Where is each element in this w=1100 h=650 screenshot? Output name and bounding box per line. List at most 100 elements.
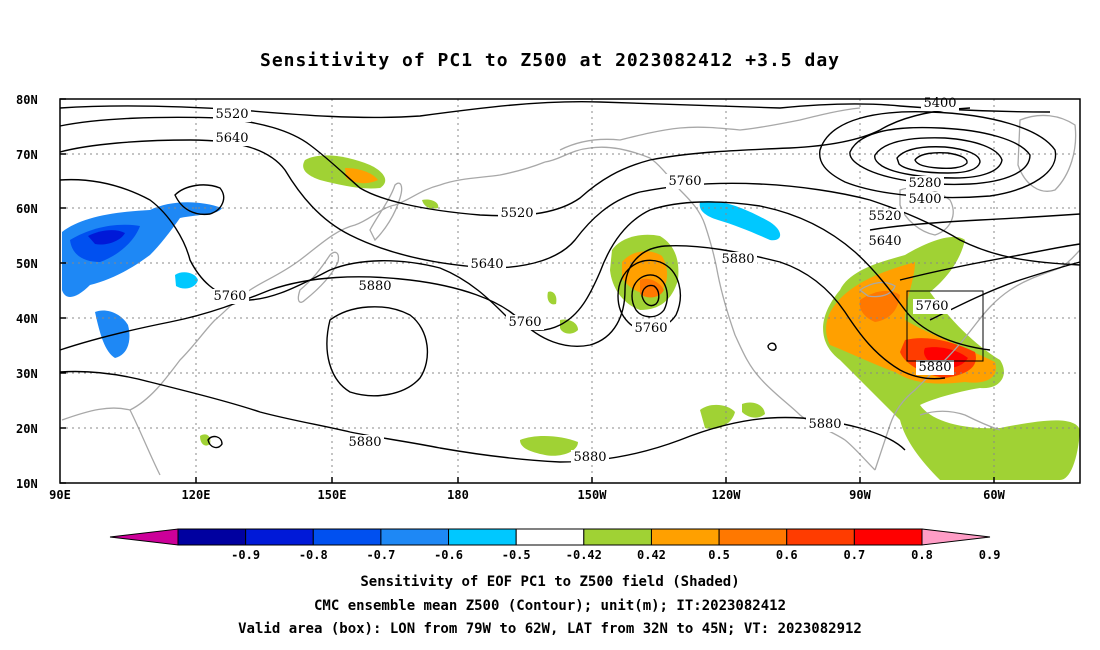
contour-label-bg [468,257,506,272]
shade-red-eastus [859,290,900,322]
contour-5520-lobe [174,184,225,216]
contour-low-pacific-3 [641,284,660,307]
contour-label-bg [906,176,944,191]
contour-label: 5640 [868,234,901,249]
contour-low-arctic-5 [914,151,968,170]
lon-label: 90W [849,488,871,502]
colorbar-label: -0.5 [502,548,531,562]
shade-small-2 [700,404,735,430]
contour-label-bg [356,279,394,294]
contour-tiny-ring-2 [207,435,223,449]
valid-area-box [906,290,984,362]
colorbar-segment [650,528,720,546]
colorbar-label: -0.9 [231,548,260,562]
lon-label: 60W [983,488,1005,502]
contour-label-bg [666,174,704,189]
contour-low-arctic-4 [896,146,981,174]
shade-negative-asia [62,202,222,297]
shade-negative-small [175,272,198,289]
caption-valid-area: Valid area (box): LON from 79W to 62W, L… [238,621,862,637]
contour-label: 5400 [908,192,941,207]
colorbar-segment [448,528,517,546]
shade-small-6 [200,434,211,446]
colorbar-label: 0.6 [776,548,798,562]
lon-label: 180 [447,488,469,502]
coast-greatlakes [858,281,896,298]
shade-small-1 [520,436,578,456]
tick-marks [60,98,995,484]
lon-label: 150E [318,488,347,502]
contour-label: 5880 [573,450,606,465]
contour-label: 5640 [470,257,503,272]
coast-caribbean [919,410,1001,431]
caption-shading: Sensitivity of EOF PC1 to Z500 field (Sh… [360,574,740,590]
contour-5400-north [59,101,1051,119]
colorbar-label: 0.8 [911,548,933,562]
contour-tiny-ring [767,342,777,351]
contour-label-bg [571,450,609,465]
contour-label-bg [498,206,536,221]
contour-label: 5640 [215,131,248,146]
contour-label-bg [211,289,249,304]
contour-label-bg [213,131,251,146]
coast-kamchatka [369,182,403,242]
colorbar-label: -0.7 [366,548,395,562]
shade-negative-asia-core2 [88,230,125,245]
colorbar-label: -0.42 [566,548,602,562]
colorbar-arrow-high [921,528,991,546]
contour-label: 5280 [908,176,941,191]
colorbar-label: 0.42 [637,548,666,562]
lat-label: 40N [16,312,38,326]
colorbar-label: -0.6 [434,548,463,562]
contour-eastern-arc-3 [929,261,1081,321]
coast-arctic [559,107,861,151]
contour-label: 5520 [868,209,901,224]
contour-label-bg [346,435,384,450]
contour-label-bg [213,107,251,122]
colorbar-segment [853,528,923,546]
colorbar-segment [177,528,247,546]
contour-label: 5520 [215,107,248,122]
contour-label-bg [866,234,904,249]
colorbar-segment [583,528,652,546]
contour-low-arctic-2 [849,126,1031,186]
coast-asia [61,161,546,421]
contour-low-pacific-1 [617,259,681,331]
colorbar-label: -0.8 [299,548,328,562]
contour-label: 5760 [915,299,948,314]
shade-small-7 [547,291,557,305]
shade-small-5 [422,199,439,209]
contour-label: 5880 [721,252,754,267]
colorbar-labels: -0.9 -0.8 -0.7 -0.6 -0.5 -0.42 0.42 0.5 0.6 0.7 0.… [231,548,1000,562]
contour-label: 5760 [213,289,246,304]
contour-eastern-arc-2 [899,243,1081,281]
contour-label: 5880 [808,417,841,432]
grid-lines [60,99,1080,483]
lon-label: 90E [49,488,71,502]
lat-label: 60N [16,202,38,216]
colorbar-label: 0.7 [844,548,866,562]
contour-eastern-arc-1 [869,213,1081,231]
lon-label: 150W [578,488,608,502]
coast-alaska [544,146,719,276]
contour-low-arctic-3 [874,137,1003,179]
contour-5880-south [59,370,906,463]
contour-label: 5880 [918,360,951,375]
lat-label: 50N [16,257,38,271]
colorbar [109,528,991,546]
lat-label: 20N [16,422,38,436]
longitude-labels: 90E 120E 150E 180 150W 120W 90W 60W [49,488,1005,502]
contour-label-bg [906,192,944,207]
shade-small-4 [560,319,578,334]
coast-india [129,409,161,476]
contour-label: 5520 [500,206,533,221]
contour-label: 5880 [358,279,391,294]
contour-label: 5760 [508,315,541,330]
coast-westna [717,274,876,471]
contour-label-bg [866,209,904,224]
contour-inner-5880-pacific [326,306,429,397]
lat-label: 70N [16,148,38,162]
map-title: Sensitivity of PC1 to Z500 at 2023082412… [259,50,840,71]
shade-positive-siberia [303,155,386,189]
